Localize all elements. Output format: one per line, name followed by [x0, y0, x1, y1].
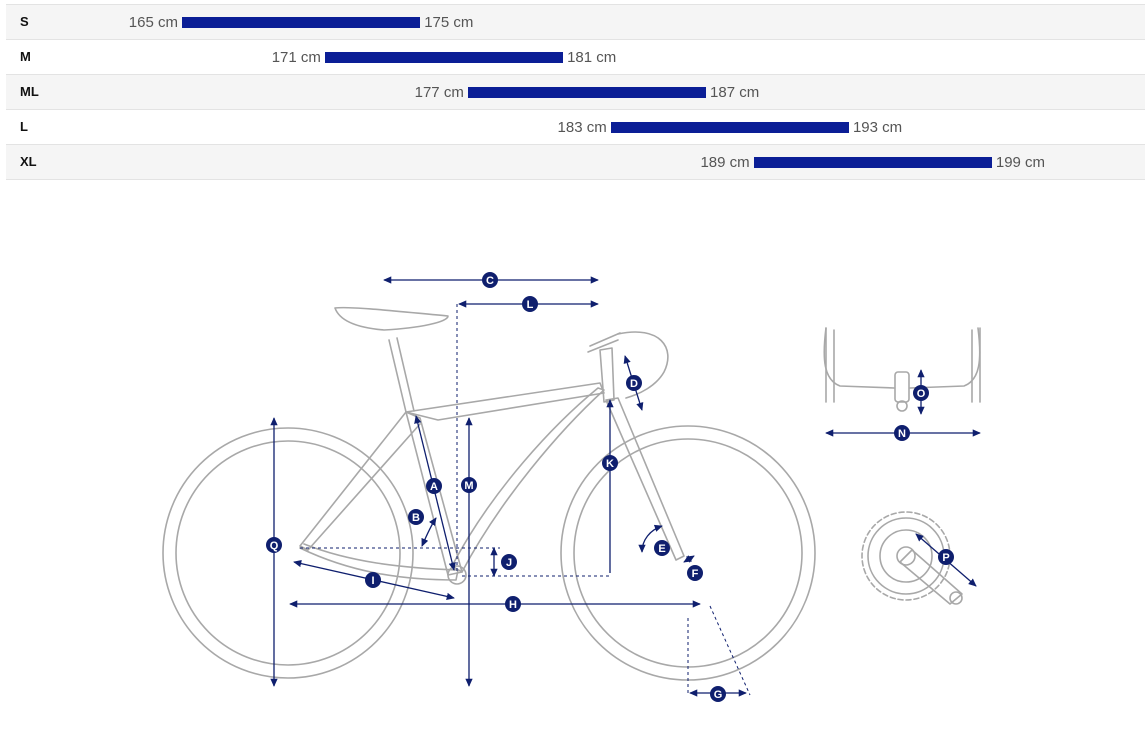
- frame: [299, 306, 685, 585]
- front-wheel: [560, 425, 816, 681]
- label-e: E: [658, 543, 665, 555]
- dim-e-arc: [638, 524, 663, 553]
- label-h: H: [509, 599, 517, 611]
- label-g: G: [714, 689, 723, 701]
- size-label: ML: [20, 84, 39, 99]
- label-b: B: [412, 512, 420, 524]
- height-min: 177 cm: [414, 84, 464, 101]
- height-max: 181 cm: [567, 49, 617, 66]
- label-k-marker: K: [602, 455, 618, 471]
- height-min: 165 cm: [128, 14, 178, 31]
- height-range: 171 cm 181 cm: [272, 40, 617, 74]
- size-row-l: L 183 cm 193 cm: [6, 110, 1145, 145]
- label-l-marker: L: [522, 296, 538, 312]
- reference-lines: [300, 304, 751, 696]
- label-j-marker: J: [501, 554, 517, 570]
- label-c-marker: C: [482, 272, 498, 288]
- handlebar-drawing: [823, 327, 981, 412]
- label-o: O: [917, 388, 926, 400]
- label-q: Q: [270, 540, 279, 552]
- height-max: 193 cm: [852, 119, 903, 136]
- size-label: XL: [20, 154, 37, 169]
- dim-f-line: [683, 555, 695, 563]
- label-q-marker: Q: [266, 537, 282, 553]
- height-range-bar: [324, 52, 564, 63]
- label-j: J: [506, 557, 512, 569]
- label-i: I: [371, 575, 374, 587]
- label-c: C: [486, 275, 494, 287]
- size-row-m: M 171 cm 181 cm: [6, 40, 1145, 75]
- size-row-ml: ML 177 cm 187 cm: [6, 75, 1145, 110]
- geometry-labels: C L D K A M B Q J E F I H G O N P: [266, 272, 954, 702]
- height-min: 189 cm: [700, 154, 750, 171]
- height-range: 177 cm 187 cm: [415, 75, 760, 109]
- height-min: 183 cm: [557, 119, 607, 136]
- size-chart: S 165 cm 175 cm M 171 cm 181 cm ML 177 c…: [6, 4, 1145, 180]
- height-range-bar: [467, 87, 707, 98]
- bicycle-drawing: [162, 306, 816, 681]
- geometry-diagram: C L D K A M B Q J E F I H G O N P: [162, 272, 981, 702]
- label-a-marker: A: [426, 478, 442, 494]
- label-e-marker: E: [654, 540, 670, 556]
- label-m-marker: M: [461, 477, 477, 493]
- height-range-bar: [182, 17, 421, 28]
- label-m: M: [464, 480, 473, 492]
- label-g-marker: G: [710, 686, 726, 702]
- dim-b-arc: [421, 517, 437, 547]
- height-range: 165 cm 175 cm: [129, 5, 474, 39]
- height-max: 175 cm: [424, 14, 474, 31]
- size-label: M: [20, 49, 31, 64]
- label-h-marker: H: [505, 596, 521, 612]
- label-o-marker: O: [913, 385, 929, 401]
- size-label: L: [20, 119, 28, 134]
- label-f: F: [692, 568, 699, 580]
- rear-wheel: [162, 427, 414, 679]
- height-range-bar: [610, 122, 849, 133]
- label-d-marker: D: [626, 375, 642, 391]
- label-p-marker: P: [938, 549, 954, 565]
- label-n: N: [898, 428, 906, 440]
- label-l: L: [527, 299, 534, 311]
- label-f-marker: F: [687, 565, 703, 581]
- height-max: 199 cm: [995, 154, 1046, 171]
- label-d: D: [630, 378, 638, 390]
- label-k: K: [606, 458, 614, 470]
- label-i-marker: I: [365, 572, 381, 588]
- label-a: A: [430, 481, 438, 493]
- measurement-lines: [270, 276, 981, 697]
- size-label: S: [20, 14, 29, 29]
- label-b-marker: B: [408, 509, 424, 525]
- height-range: 189 cm 199 cm: [700, 145, 1045, 179]
- height-range: 183 cm 193 cm: [558, 110, 903, 144]
- size-row-xl: XL 189 cm 199 cm: [6, 145, 1145, 180]
- label-n-marker: N: [894, 425, 910, 441]
- height-min: 171 cm: [271, 49, 321, 66]
- height-max: 187 cm: [710, 84, 760, 101]
- label-p: P: [942, 552, 949, 564]
- height-range-bar: [753, 157, 992, 168]
- size-row-s: S 165 cm 175 cm: [6, 4, 1145, 40]
